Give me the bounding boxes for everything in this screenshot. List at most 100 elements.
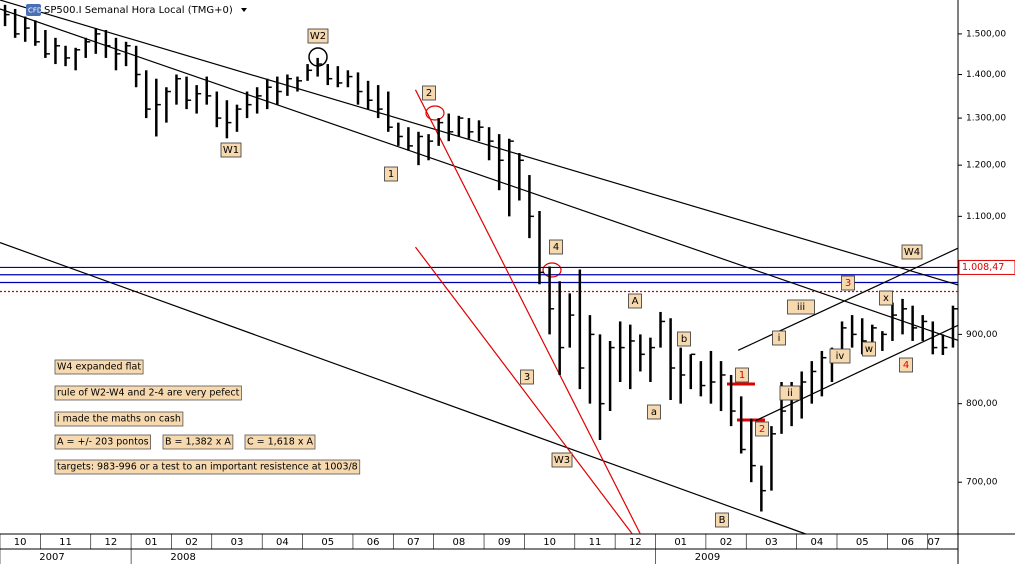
badge: CFD: [28, 7, 42, 15]
wave-label-box: [862, 341, 876, 357]
wave-label: x: [883, 293, 889, 304]
x-tick-label: 11: [59, 537, 72, 548]
wave-label: A: [632, 296, 639, 307]
x-tick-label: 05: [856, 537, 869, 548]
note-box: [54, 359, 144, 375]
x-tick-label: 10: [543, 537, 556, 548]
trendline: [755, 324, 959, 422]
highlight-circle: [542, 262, 562, 278]
highlight-circle: [425, 105, 445, 121]
wave-label-box: [772, 330, 786, 346]
wave-label: ii: [787, 388, 793, 399]
wave-label-box: [220, 142, 242, 158]
y-tick-label: 1.100,00: [966, 212, 1006, 222]
note-box: [54, 385, 242, 401]
note: B = 1,382 x A: [165, 437, 231, 448]
trendline: [0, 242, 806, 535]
wave-label: 4: [553, 242, 559, 253]
price-tag: [958, 259, 1015, 275]
x-tick-label: 10: [14, 537, 27, 548]
badge-icon: [26, 4, 41, 16]
x-tick-label: 11: [589, 537, 602, 548]
wave-label-box: [549, 239, 563, 255]
x-tick-label: 12: [629, 537, 642, 548]
wave-label-box: [755, 421, 769, 437]
wave-label: iv: [836, 351, 845, 362]
x-tick-label: 05: [321, 537, 334, 548]
x-tick-label: 07: [407, 537, 420, 548]
wave-label: iii: [797, 302, 805, 313]
wave-label-box: [520, 369, 534, 385]
wave-label: W3: [554, 455, 570, 466]
wave-label: b: [681, 334, 687, 345]
trendline: [414, 89, 641, 535]
wave-label-box: [647, 404, 661, 420]
chart-title: SP500.I Semanal Hora Local (TMG+0): [44, 5, 233, 16]
note: C = 1,618 x A: [247, 437, 313, 448]
wave-label: B: [719, 515, 726, 526]
wave-label-box: [307, 28, 329, 44]
wave-label-box: [677, 331, 691, 347]
x-tick-label: 04: [810, 537, 823, 548]
wave-label: 2: [759, 424, 765, 435]
note: A = +/- 203 pontos: [57, 437, 149, 448]
wave-label: W1: [223, 145, 239, 156]
wave-label-box: [899, 357, 913, 373]
trendline: [414, 246, 633, 535]
y-tick-label: 1.300,00: [966, 114, 1006, 124]
wave-label-box: [879, 290, 893, 306]
x-tick-label: 07: [928, 537, 941, 548]
wave-label: 2: [426, 88, 432, 99]
y-tick-label: 700,00: [966, 478, 998, 488]
note: targets: 983-996 or a test to an importa…: [57, 462, 358, 473]
wave-label-box: [779, 385, 801, 401]
x-tick-label: 06: [901, 537, 914, 548]
note-box: [162, 434, 234, 450]
x-tick-label: 09: [498, 537, 511, 548]
note-box: [244, 434, 316, 450]
x-tick-label: 01: [674, 537, 687, 548]
wave-label: 3: [845, 278, 851, 289]
wave-label: w: [865, 344, 873, 355]
price-tag-label: 1.008,47: [962, 262, 1004, 273]
y-tick-label: 1.500,00: [966, 29, 1006, 39]
y-tick-label: 1.400,00: [966, 70, 1006, 80]
wave-label: 4: [903, 360, 909, 371]
x-tick-label: 04: [276, 537, 289, 548]
title-dropdown[interactable]: [241, 8, 247, 12]
x-tick-label: 03: [231, 537, 244, 548]
wave-label-box: [715, 512, 729, 528]
x-tick-label: 02: [185, 537, 198, 548]
wave-label-box: [901, 244, 923, 260]
wave-label-box: [735, 367, 749, 383]
wave-label: W2: [310, 31, 326, 42]
x-tick-label: 08: [452, 537, 465, 548]
y-tick-label: 800,00: [966, 399, 998, 409]
x-tick-label: 06: [367, 537, 380, 548]
wave-label-box: [384, 166, 398, 182]
wave-label-box: [628, 293, 642, 309]
trendline: [0, 8, 959, 341]
wave-label: 3: [524, 372, 530, 383]
wave-label: i: [778, 333, 781, 344]
wave-label: 1: [388, 169, 394, 180]
trendline: [0, 0, 959, 286]
x-tick-label: 01: [145, 537, 158, 548]
wave-label-box: [787, 299, 815, 315]
wave-label: W4: [904, 247, 920, 258]
note: i made the maths on cash: [57, 414, 181, 425]
wave-label: 1: [739, 370, 745, 381]
wave-label-box: [422, 85, 436, 101]
note: rule of W2-W4 and 2-4 are very pefect: [57, 388, 240, 399]
x-tick-label: 03: [765, 537, 778, 548]
note-box: [54, 459, 361, 475]
year-label: 2009: [695, 552, 720, 563]
wave-label: a: [651, 407, 657, 418]
wave-label-box: [841, 275, 855, 291]
note-box: [54, 434, 152, 450]
year-label: 2008: [170, 552, 195, 563]
x-tick-label: 02: [720, 537, 733, 548]
wave-label-box: [829, 348, 851, 364]
